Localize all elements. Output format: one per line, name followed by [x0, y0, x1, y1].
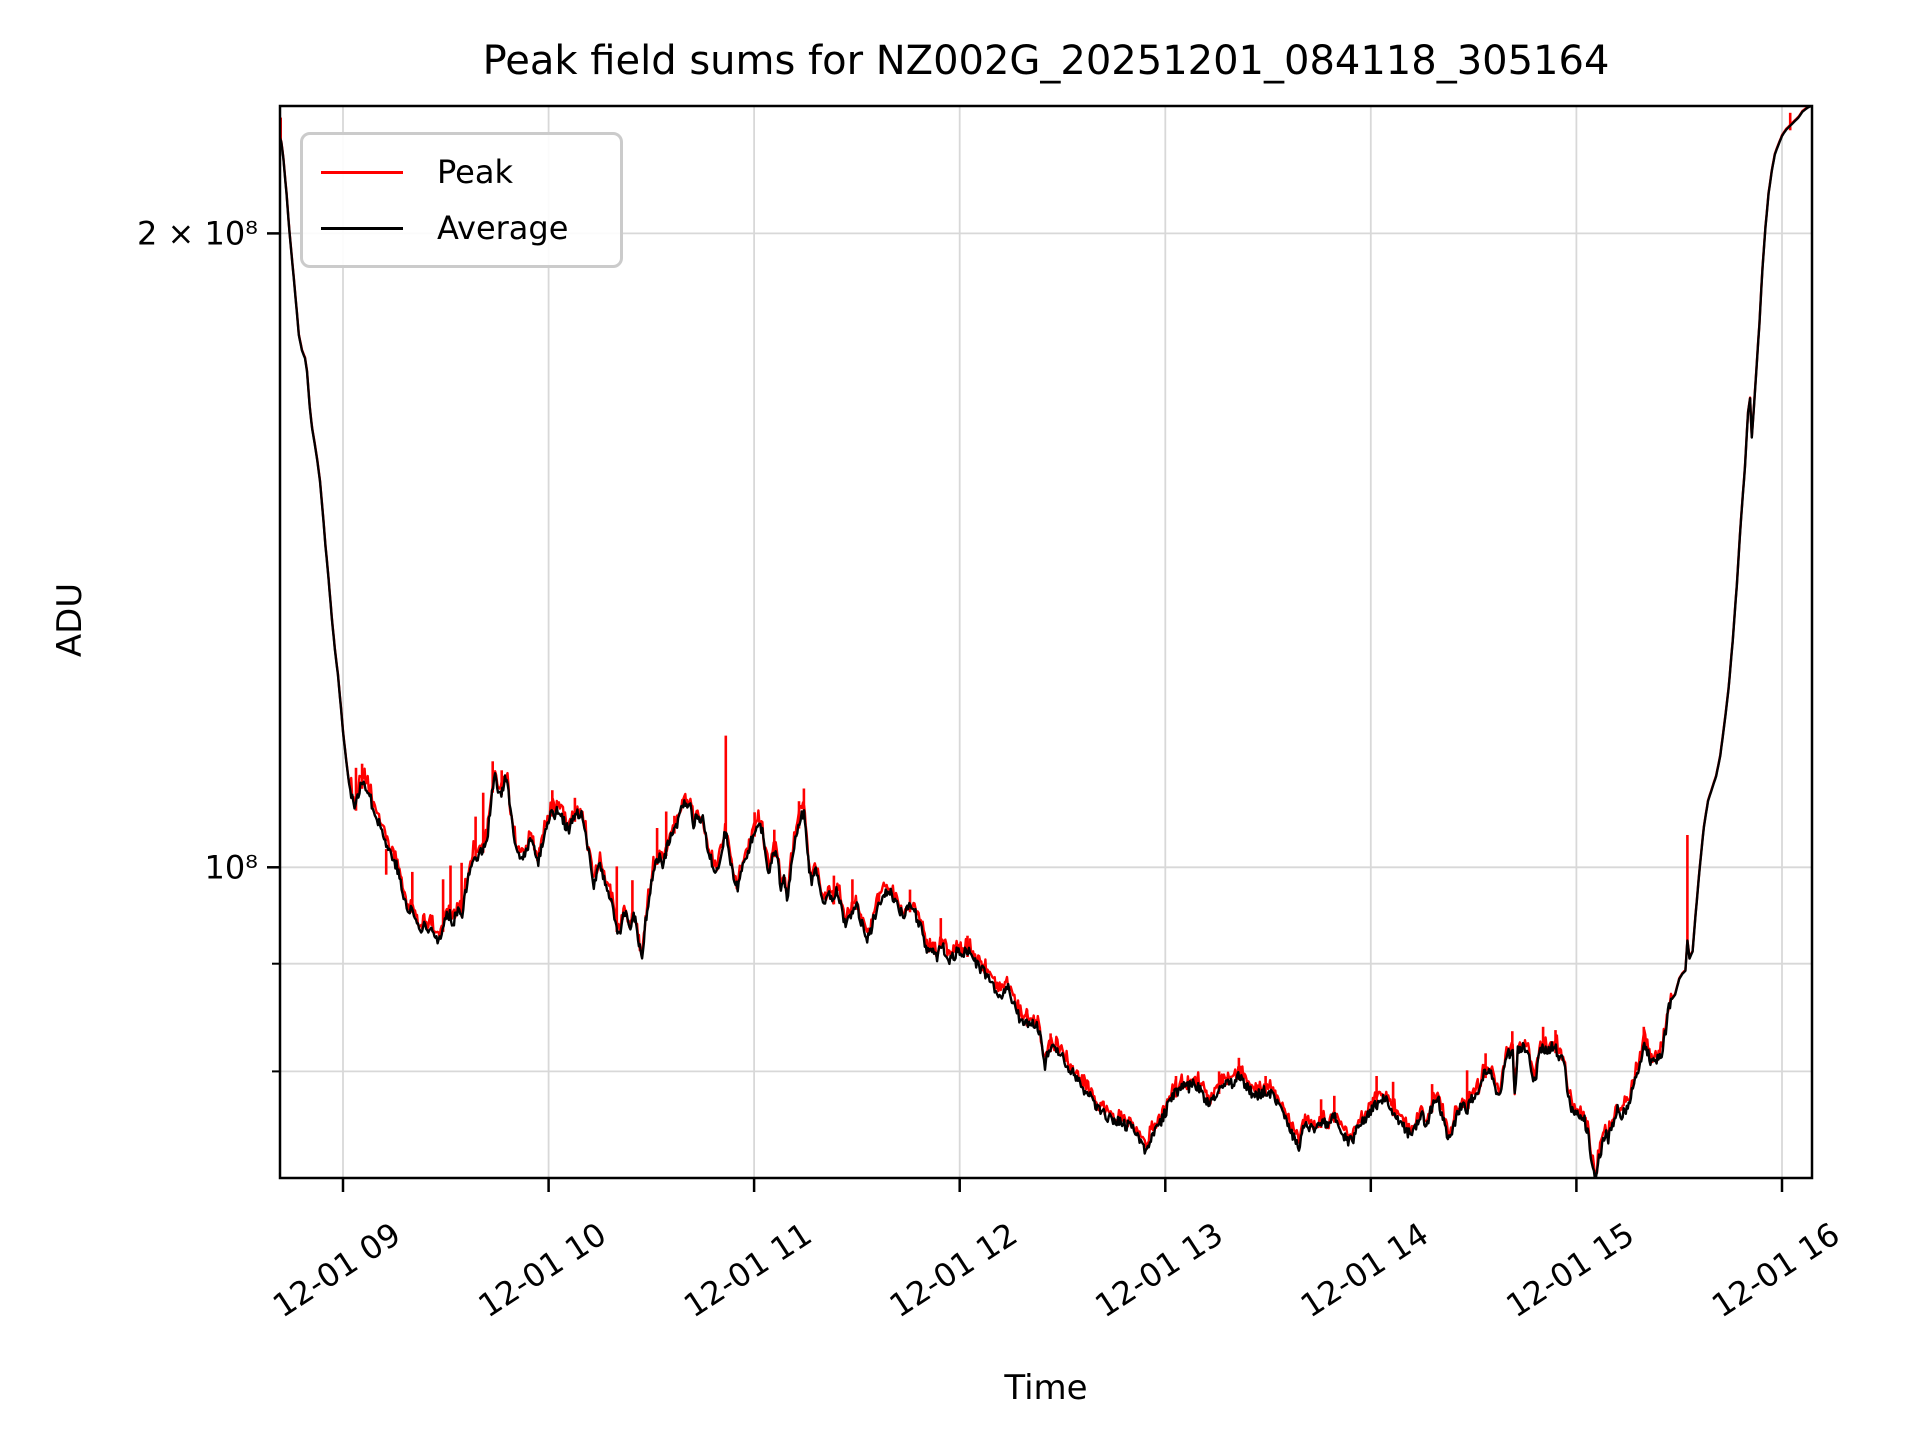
y-tick-label: 2 × 10⁸	[137, 214, 258, 252]
gridlines	[280, 106, 1812, 1178]
tick-marks	[267, 232, 1784, 1192]
x-axis-label: Time	[1004, 1368, 1088, 1408]
y-tick-label: 10⁸	[204, 848, 258, 886]
chart-title: Peak field sums for NZ002G_20251201_0841…	[482, 38, 1610, 84]
x-tick-label: 12-01 12	[883, 1215, 1024, 1325]
plot-spines	[278, 104, 1814, 1180]
legend-item-average: Average	[303, 209, 620, 247]
y-axis-label: ADU	[50, 582, 90, 658]
x-tick-label: 12-01 10	[472, 1215, 613, 1325]
x-tick-label: 12-01 15	[1499, 1215, 1640, 1325]
legend-item-peak: Peak	[303, 153, 620, 191]
legend: Peak Average	[300, 132, 623, 268]
x-tick-label: 12-01 16	[1705, 1215, 1846, 1325]
legend-label-average: Average	[437, 209, 569, 247]
x-tick-label: 12-01 14	[1294, 1215, 1435, 1325]
x-tick-label: 12-01 13	[1088, 1215, 1229, 1325]
legend-label-peak: Peak	[437, 153, 513, 191]
average-series-line	[280, 106, 1812, 1178]
peak-line-swatch	[321, 170, 403, 174]
x-tick-label: 12-01 11	[677, 1215, 818, 1325]
x-tick-label: 12-01 09	[266, 1215, 407, 1325]
average-line-swatch	[321, 226, 403, 230]
